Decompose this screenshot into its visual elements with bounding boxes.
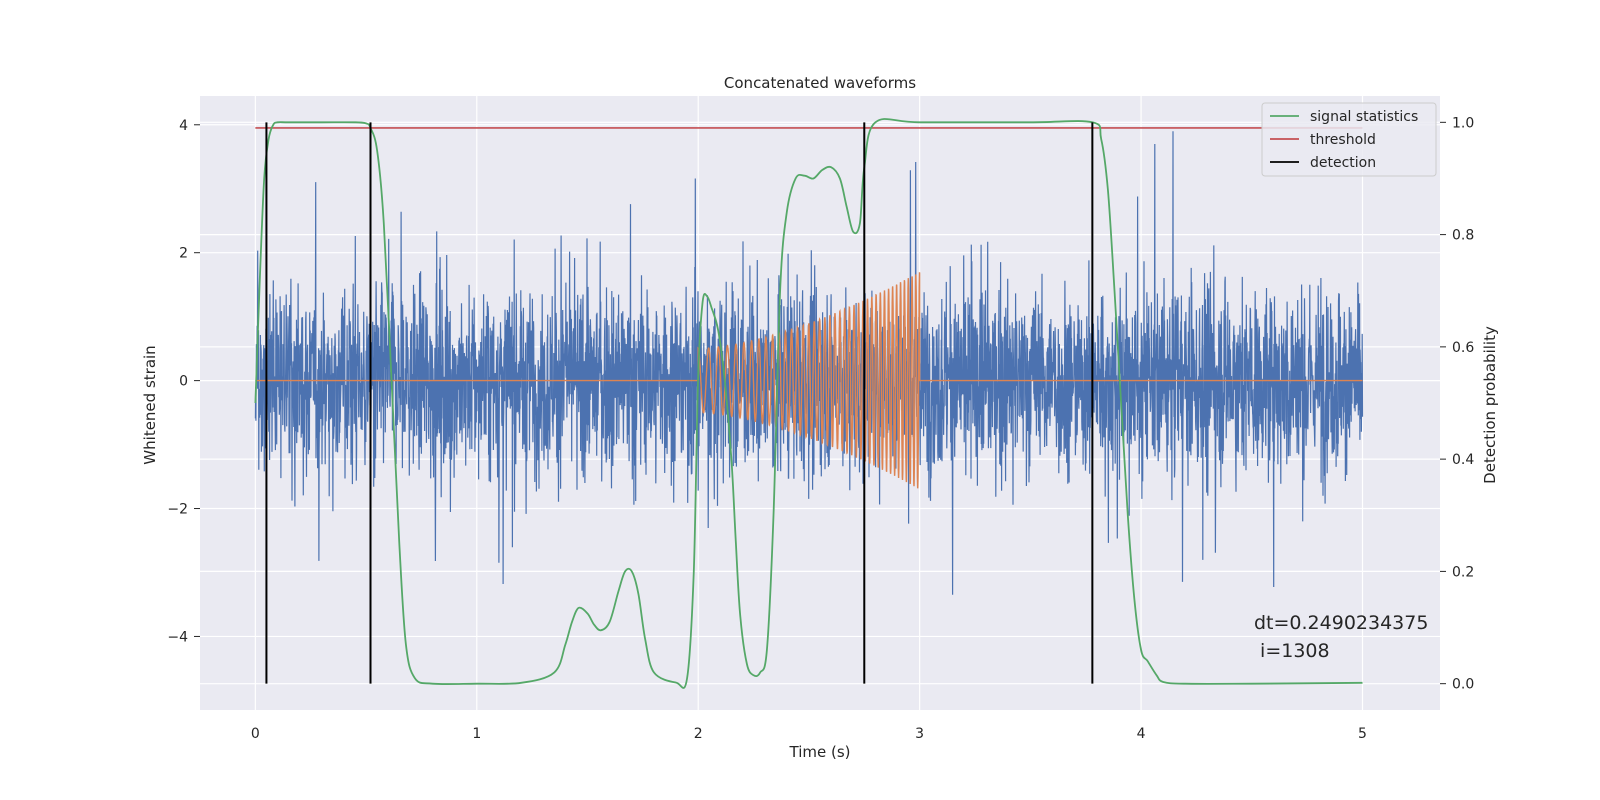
x-tick-label: 3 [915,726,924,742]
legend-label-threshold: threshold [1310,132,1376,148]
y-axis-label-right: Detection probability [1481,326,1499,484]
y-right-tick-label: 0.2 [1452,564,1474,580]
x-tick-label: 4 [1137,726,1146,742]
x-axis-label: Time (s) [789,743,851,761]
ticks: 0 1 2 3 4 5 −4 −2 0 2 4 0.0 0.2 0.4 0.6 0.8 1.0 [167,115,1474,742]
series-signal-statistics [254,118,1363,689]
y-left-tick-label: 0 [179,374,188,390]
y-right-tick-label: 1.0 [1452,115,1474,131]
y-axis-label-left: Whitened strain [141,345,159,464]
x-tick-label: 2 [694,726,703,742]
x-tick-label: 0 [251,726,260,742]
chart-title: Concatenated waveforms [724,74,916,92]
legend: signal statistics threshold detection [1261,102,1437,177]
y-left-tick-label: 4 [179,118,188,134]
legend-label-detection: detection [1310,155,1376,171]
series-layer [254,118,1364,689]
annotation-line: dt=0.2490234375 [1254,612,1428,634]
series-injected-chirp [255,272,1363,489]
legend-label-signal-statistics: signal statistics [1310,109,1418,125]
y-right-tick-label: 0.6 [1452,340,1474,356]
y-left-tick-label: 2 [179,246,188,262]
annotation-text: dt=0.2490234375 i=1308 [1254,612,1428,662]
legend-box [1261,102,1437,177]
y-right-tick-label: 0.8 [1452,228,1474,244]
annotation-line: i=1308 [1254,640,1330,662]
series-strain [254,131,1364,595]
y-left-tick-label: −2 [167,502,188,518]
x-tick-label: 1 [472,726,481,742]
y-left-tick-label: −4 [167,629,188,645]
x-tick-label: 5 [1358,726,1367,742]
y-right-tick-label: 0.0 [1452,677,1474,693]
y-right-tick-label: 0.4 [1452,452,1474,468]
